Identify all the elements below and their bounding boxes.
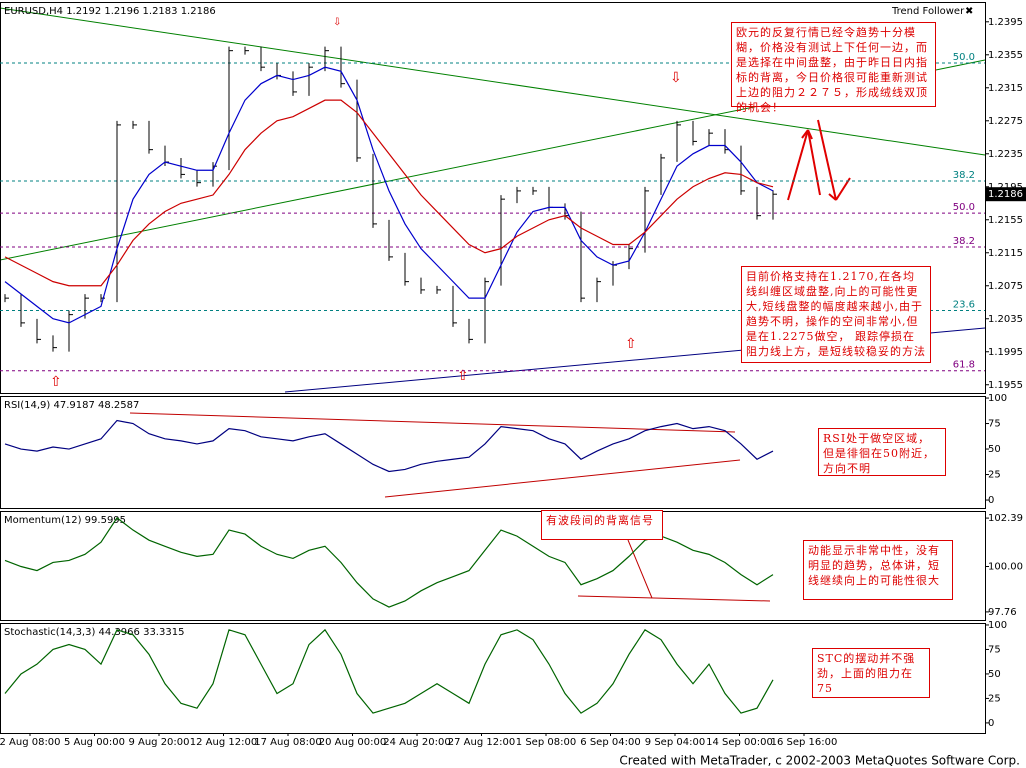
svg-text:⇧: ⇧	[50, 374, 62, 390]
y-tick-label: 100	[988, 393, 1007, 404]
svg-text:⇩: ⇩	[670, 70, 682, 86]
fib-label: 61.8	[953, 360, 975, 371]
footer: Created with MetaTrader, c 2002-2003 Met…	[619, 754, 1020, 768]
panel-frame	[0, 396, 986, 509]
annotation: 欧元的反复行情已经令趋势十分模糊，价格没有测试上下任何一边，而是选择在中间盘整，…	[731, 22, 936, 114]
y-tick-label: 0	[988, 718, 994, 729]
annotation: 有波段间的背离信号	[541, 510, 663, 540]
panel-title: EURUSD,H4 1.2192 1.2196 1.2183 1.2186	[4, 6, 216, 17]
trendlines: ⇩ ⇩ ⇧ ⇧ ⇧	[0, 7, 986, 602]
y-tick-label: 97.76	[988, 607, 1017, 618]
series-line	[4, 99, 774, 287]
panel-frame	[0, 623, 986, 734]
y-tick-label: 1.2115	[988, 248, 1023, 259]
indicator-name: Trend Follower	[891, 6, 965, 17]
y-tick-label: 50	[988, 444, 1001, 455]
x-tick-label: 5 Aug 00:00	[64, 737, 125, 748]
x-tick-label: 27 Aug 12:00	[448, 737, 515, 748]
y-tick-label: 75	[988, 419, 1001, 430]
close-icon: ✖	[965, 6, 973, 17]
y-tick-label: 1.2315	[988, 83, 1023, 94]
y-tick-label: 1.2075	[988, 281, 1023, 292]
y-tick-label: 1.2235	[988, 149, 1023, 160]
x-tick-label: 9 Sep 04:00	[645, 737, 705, 748]
x-tick-label: 17 Aug 08:00	[254, 737, 321, 748]
fib-label: 38.2	[953, 236, 975, 247]
x-tick-label: 1 Sep 08:00	[516, 737, 576, 748]
series-line	[4, 517, 774, 608]
y-tick-label: 102.39	[988, 513, 1023, 524]
y-tick-label: 50	[988, 669, 1001, 680]
y-tick-label: 1.2035	[988, 314, 1023, 325]
annotation: STC的摆动并不强劲，上面的阻力在75	[812, 648, 930, 698]
y-tick-label: 1.1995	[988, 347, 1023, 358]
y-tick-label: 1.2395	[988, 17, 1023, 28]
annotation: 目前价格支持在1.2170,在各均线纠缠区域盘整,向上的可能性更大,短线盘整的幅…	[741, 266, 931, 363]
current-price: 1.2186	[988, 189, 1023, 200]
y-tick-label: 0	[988, 495, 994, 506]
x-tick-label: 6 Sep 04:00	[580, 737, 640, 748]
fib-label: 50.0	[953, 52, 975, 63]
y-tick-label: 1.2275	[988, 116, 1023, 127]
y-tick-label: 1.2355	[988, 50, 1023, 61]
price-marker	[985, 187, 1026, 202]
y-tick-label: 25	[988, 470, 1001, 481]
svg-text:⇩: ⇩	[333, 17, 341, 28]
annotation: 动能显示非常中性，没有明显的趋势，总体讲，短线继续向上的可能性很大	[803, 540, 953, 600]
y-tick-label: 1.1955	[988, 380, 1023, 391]
x-tick-label: 24 Aug 20:00	[383, 737, 450, 748]
x-tick-label: 16 Sep 16:00	[771, 737, 838, 748]
panel-frame	[0, 511, 986, 621]
y-tick-label: 1.2155	[988, 215, 1023, 226]
y-tick-label: 100.00	[988, 562, 1023, 573]
y-tick-label: 75	[988, 644, 1001, 655]
panel-title: Stochastic(14,3,3) 44.3966 33.3315	[4, 627, 184, 638]
x-tick-label: 2 Aug 08:00	[0, 737, 61, 748]
panel-title: Momentum(12) 99.5995	[4, 515, 126, 526]
panel-title: RSI(14,9) 47.9187 48.2587	[4, 400, 139, 411]
series-line	[4, 628, 774, 714]
y-tick-label: 100	[988, 620, 1007, 631]
series-line	[4, 419, 774, 473]
series-line	[4, 66, 774, 324]
x-tick-label: 12 Aug 12:00	[190, 737, 257, 748]
x-tick-label: 14 Sep 00:00	[706, 737, 773, 748]
fib-label: 23.6	[953, 300, 975, 311]
annotation: RSI处于做空区域，但是徘徊在50附近，方向不明	[818, 428, 946, 476]
svg-text:⇧: ⇧	[625, 336, 637, 352]
y-tick-label: 25	[988, 693, 1001, 704]
x-tick-label: 20 Aug 00:00	[319, 737, 386, 748]
fib-label: 50.0	[953, 202, 975, 213]
x-tick-label: 9 Aug 20:00	[128, 737, 189, 748]
fib-label: 38.2	[953, 170, 975, 181]
svg-text:⇧: ⇧	[457, 368, 469, 384]
